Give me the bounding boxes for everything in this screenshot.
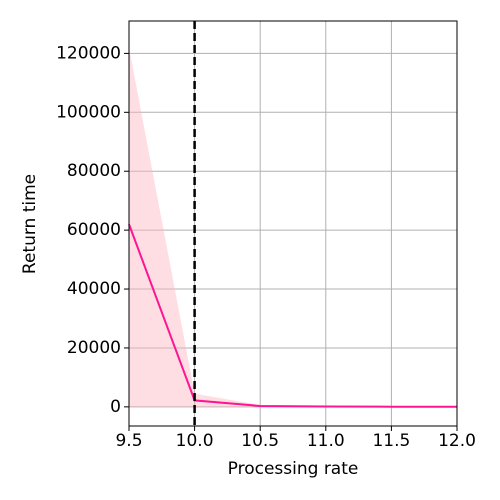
x-tick-label: 11.0: [307, 431, 345, 451]
y-tick-label: 60000: [67, 220, 121, 240]
y-axis-label: Return time: [20, 174, 40, 274]
x-tick-label: 12.0: [438, 431, 476, 451]
y-tick-label: 0: [110, 397, 121, 417]
y-tick-label: 80000: [67, 161, 121, 181]
x-tick-label: 10.5: [241, 431, 279, 451]
x-tick-label: 9.5: [115, 431, 142, 451]
plot-frame: [128, 20, 458, 427]
x-axis-label: Processing rate: [228, 459, 359, 479]
y-tick-label: 40000: [67, 279, 121, 299]
y-tick-label: 20000: [67, 338, 121, 358]
y-tick-label: 100000: [56, 102, 121, 122]
y-tick-label: 120000: [56, 43, 121, 63]
line: [128, 223, 458, 408]
x-tick-label: 11.5: [372, 431, 410, 451]
confidence-band: [129, 47, 457, 407]
x-tick-label: 10.0: [176, 431, 214, 451]
